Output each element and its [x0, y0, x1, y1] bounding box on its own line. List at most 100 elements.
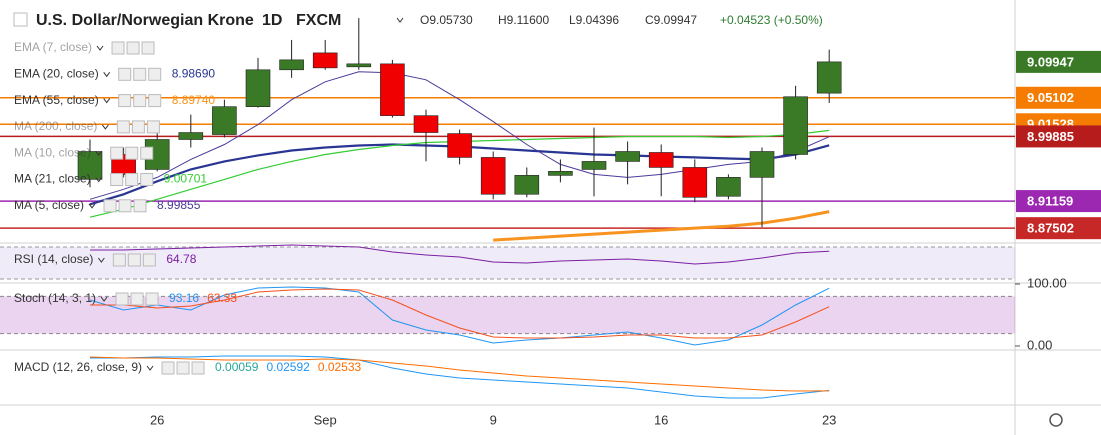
- legend-name[interactable]: MA (5, close): [14, 198, 84, 212]
- chevron[interactable]: [95, 177, 103, 183]
- candle-body: [783, 96, 808, 155]
- collapse-icon[interactable]: [13, 12, 28, 27]
- price-label-bg: [1016, 217, 1101, 240]
- legend-icon[interactable]: [118, 94, 132, 108]
- chevron[interactable]: [96, 45, 104, 51]
- price-label-bg: [1016, 125, 1101, 148]
- candle-body: [178, 132, 204, 140]
- price-label-bg: [1016, 86, 1101, 109]
- price-label: 8.91159: [1027, 194, 1073, 209]
- chevron[interactable]: [146, 365, 154, 371]
- legend-name[interactable]: EMA (20, close): [14, 66, 99, 80]
- legend-icon[interactable]: [133, 94, 147, 108]
- legend-icon[interactable]: [148, 67, 162, 81]
- y-tick-label: 100.00: [1027, 275, 1067, 290]
- legend-icon[interactable]: [133, 67, 147, 81]
- candle-body: [682, 167, 708, 198]
- legend-icon[interactable]: [176, 361, 190, 375]
- macd-line: [90, 355, 830, 399]
- legend-icon[interactable]: [111, 41, 125, 55]
- legend-icon[interactable]: [131, 120, 145, 134]
- symbol-title[interactable]: U.S. Dollar/Norwegian Krone: [36, 12, 254, 29]
- price-label: 9.09947: [1027, 54, 1074, 69]
- legend-name[interactable]: RSI (14, close): [14, 252, 93, 266]
- legend-icon[interactable]: [191, 361, 205, 375]
- x-tick-label: 16: [654, 412, 668, 427]
- legend-icon[interactable]: [142, 253, 156, 267]
- price-label: 8.87502: [1027, 221, 1074, 236]
- ohlc-low: L9.04396: [569, 13, 619, 27]
- candle-body: [346, 63, 372, 68]
- legend-value: 0.02592: [266, 360, 310, 374]
- candle-body: [212, 106, 237, 135]
- legend-icon[interactable]: [110, 146, 124, 160]
- candle-body: [749, 151, 775, 178]
- legend-value: 63.33: [207, 291, 237, 305]
- legend-icon[interactable]: [110, 173, 124, 186]
- legend-value: 9.00701: [164, 172, 208, 186]
- candle-body: [581, 161, 607, 170]
- candle-body: [648, 152, 674, 168]
- legend-icon[interactable]: [161, 361, 175, 375]
- candle-body: [279, 59, 304, 71]
- legend-icon[interactable]: [103, 199, 117, 213]
- chevron[interactable]: [100, 296, 108, 302]
- legend-icon[interactable]: [145, 292, 159, 306]
- legend-name[interactable]: MA (10, close): [14, 145, 91, 159]
- chevron[interactable]: [95, 150, 103, 157]
- legend-name[interactable]: MA (200, close): [14, 119, 97, 133]
- candle-body: [447, 133, 472, 158]
- legend-icon[interactable]: [125, 173, 139, 186]
- price-label: 8.99885: [1027, 129, 1074, 144]
- chevron[interactable]: [103, 98, 111, 104]
- ma-line: [493, 210, 830, 242]
- legend-icon[interactable]: [125, 146, 139, 160]
- chevron[interactable]: [88, 203, 96, 209]
- legend-icon[interactable]: [127, 253, 141, 267]
- interval[interactable]: 1D: [262, 12, 282, 29]
- legend-icon[interactable]: [116, 120, 130, 134]
- settings-icon[interactable]: [1049, 413, 1063, 427]
- legend-name[interactable]: MA (21, close): [14, 172, 91, 186]
- legend-icon[interactable]: [118, 67, 132, 81]
- x-tick-label: 9: [490, 412, 497, 427]
- legend-icon[interactable]: [133, 199, 147, 213]
- legend-value: 0.02533: [318, 360, 362, 374]
- chevron[interactable]: [97, 257, 105, 263]
- legend-icon[interactable]: [126, 41, 140, 55]
- candle-body: [514, 175, 540, 195]
- candle-body: [312, 52, 338, 69]
- legend-name[interactable]: Stoch (14, 3, 1): [14, 291, 96, 305]
- legend-icon[interactable]: [115, 292, 129, 306]
- chevron[interactable]: [396, 17, 404, 23]
- ohlc-high: H9.11600: [498, 13, 549, 27]
- legend-icon[interactable]: [130, 292, 144, 306]
- legend-icon[interactable]: [146, 120, 160, 134]
- legend-icon[interactable]: [148, 94, 162, 108]
- legend-name[interactable]: EMA (7, close): [14, 40, 92, 54]
- legend-icon[interactable]: [141, 41, 155, 55]
- chevron[interactable]: [101, 124, 109, 130]
- candle-body: [716, 177, 741, 197]
- ohlc-change: +0.04523 (+0.50%): [720, 13, 823, 27]
- candle-body: [615, 151, 640, 162]
- legend-name[interactable]: EMA (55, close): [14, 93, 99, 107]
- source[interactable]: FXCM: [296, 12, 341, 29]
- price-label-bg: [1016, 190, 1101, 213]
- legend-name[interactable]: MACD (12, 26, close, 9): [14, 360, 142, 374]
- x-tick-label: 26: [150, 412, 164, 427]
- stoch-line: [90, 288, 830, 339]
- legend-icon[interactable]: [118, 199, 132, 213]
- legend-value: 8.99855: [157, 198, 201, 212]
- candle-body: [548, 171, 573, 176]
- legend-icon[interactable]: [112, 253, 126, 267]
- candle-body: [413, 115, 439, 133]
- legend-icon[interactable]: [140, 146, 154, 160]
- legend-icon[interactable]: [140, 173, 154, 186]
- candle-body: [245, 69, 271, 107]
- y-tick-label: 0.00: [1027, 337, 1052, 352]
- legend-value: 8.98690: [172, 66, 216, 80]
- chevron[interactable]: [103, 72, 111, 78]
- candle-body: [380, 63, 405, 116]
